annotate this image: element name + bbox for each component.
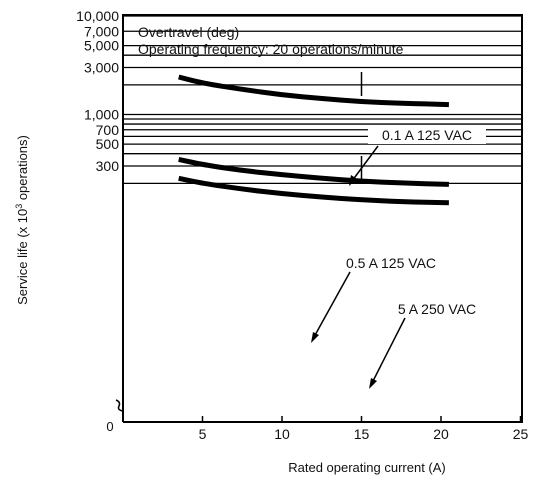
arrow-line-0 xyxy=(351,145,379,182)
gridlines xyxy=(123,15,522,184)
y-tick-label-4: 1,000 xyxy=(84,107,119,123)
y-tick-label-3: 3,000 xyxy=(84,60,119,76)
y-tick-label-5: 700 xyxy=(96,122,120,138)
y-tick-label-1: 7,000 xyxy=(84,23,119,39)
series-line-2 xyxy=(178,175,449,206)
y-tick-label-0: 10,000 xyxy=(76,8,119,24)
series-label-1: 0.5 A 125 VAC xyxy=(346,255,436,271)
annotation-box: Overtravel (deg) Operating frequency: 20… xyxy=(138,24,404,57)
series-line-0 xyxy=(178,74,449,108)
arrow-head-0 xyxy=(349,175,357,186)
series-curves xyxy=(178,74,449,206)
arrow-line-2 xyxy=(371,317,406,384)
y-tick-label-7: 300 xyxy=(96,158,120,174)
annotation-line-overtravel: Overtravel (deg) xyxy=(138,24,239,40)
x-tick-label-4: 25 xyxy=(513,426,529,442)
arrow-head-2 xyxy=(369,378,377,389)
x-origin-label: 0 xyxy=(106,419,113,434)
series-line-1 xyxy=(178,156,449,187)
x-axis-title: Rated operating current (A) xyxy=(288,460,446,475)
series-labels: 0.1 A 125 VAC 0.5 A 125 VAC 5 A 250 VAC xyxy=(330,126,498,318)
axis-break-mark xyxy=(115,399,124,412)
y-tick-label-2: 5,000 xyxy=(84,38,119,54)
series-label-2: 5 A 250 VAC xyxy=(398,301,476,317)
x-ticks: 5 10 15 20 25 xyxy=(199,72,529,442)
x-tick-label-2: 15 xyxy=(354,426,370,442)
y-axis-title-sup: 3 xyxy=(14,204,24,209)
y-axis-title-tail: operations) xyxy=(15,135,30,204)
series-label-0: 0.1 A 125 VAC xyxy=(382,127,472,143)
y-axis-title-main: Service life (x 10 xyxy=(15,209,30,305)
x-tick-label-0: 5 xyxy=(199,426,207,442)
x-tick-label-1: 10 xyxy=(274,426,290,442)
y-tick-label-6: 500 xyxy=(96,136,120,152)
arrow-line-1 xyxy=(313,271,351,338)
annotation-line-frequency: Operating frequency: 20 operations/minut… xyxy=(138,41,404,57)
axes xyxy=(115,14,523,423)
label-arrows xyxy=(311,145,406,389)
x-tick-label-3: 20 xyxy=(433,426,449,442)
y-axis-title: Service life (x 103 operations) xyxy=(14,135,30,305)
arrow-head-1 xyxy=(311,332,319,343)
